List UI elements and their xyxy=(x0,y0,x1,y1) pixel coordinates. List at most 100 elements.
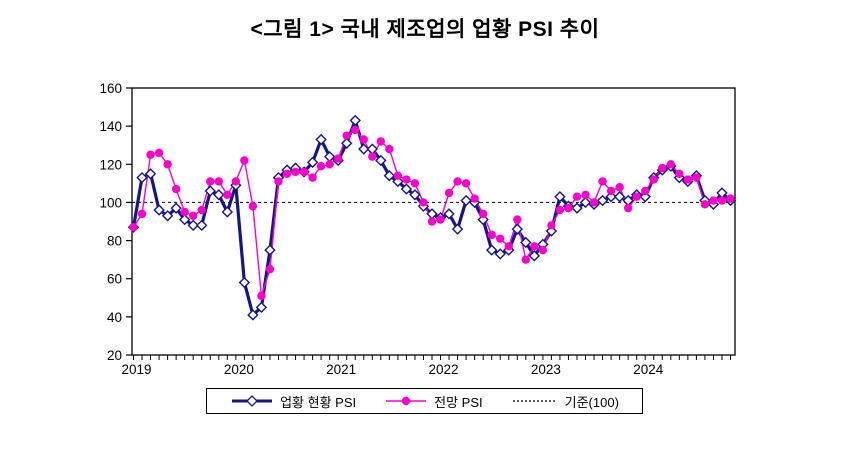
forecast-psi-point xyxy=(274,177,283,186)
forecast-psi-point xyxy=(453,177,462,186)
forecast-psi-point xyxy=(700,200,710,209)
forecast-psi-point xyxy=(137,209,147,219)
forecast-psi-point xyxy=(240,156,249,165)
forecast-psi-point xyxy=(163,160,172,169)
forecast-psi-point xyxy=(154,148,164,158)
forecast-psi-point xyxy=(333,154,343,163)
forecast-psi-point xyxy=(436,215,445,224)
current-psi-point xyxy=(358,143,370,155)
forecast-psi-point xyxy=(623,203,633,213)
legend-item-forecast-psi: 전망 PSI xyxy=(384,392,483,411)
forecast-psi-point xyxy=(257,291,266,301)
y-axis: 20 40 60 80 100 120 140 160 xyxy=(99,81,132,363)
forecast-psi-point xyxy=(231,177,241,186)
forecast-psi-point xyxy=(615,182,624,192)
current-psi-point xyxy=(605,191,617,203)
x-year-label: 2020 xyxy=(224,362,254,377)
current-psi-point xyxy=(349,114,361,127)
forecast-psi-point xyxy=(632,192,641,201)
forecast-psi-point xyxy=(393,171,403,180)
forecast-psi-point xyxy=(496,234,505,243)
forecast-psi-point xyxy=(478,209,488,219)
forecast-psi-point xyxy=(461,179,471,188)
current-psi-point xyxy=(196,219,208,232)
y-tick-label: 160 xyxy=(99,81,122,96)
forecast-psi-point xyxy=(598,177,607,186)
forecast-psi-point xyxy=(530,242,539,251)
forecast-psi-point xyxy=(129,223,138,232)
baseline-line-swatch xyxy=(512,400,557,402)
plot-border xyxy=(131,87,736,356)
legend-item-current-psi: 업황 현황 PSI xyxy=(230,392,356,411)
x-year-label: 2024 xyxy=(633,362,664,377)
y-tick-label: 60 xyxy=(107,272,122,287)
x-axis: 2019 2020 2021 2022 2023 2024 xyxy=(121,355,731,377)
forecast-psi-point xyxy=(521,255,531,264)
forecast-psi-point xyxy=(402,175,411,184)
current-psi-point xyxy=(613,191,626,203)
forecast-psi-point xyxy=(180,207,189,217)
forecast-psi-point xyxy=(470,194,479,203)
forecast-psi-point xyxy=(299,167,309,177)
forecast-psi-point xyxy=(513,215,522,224)
legend-label-current-psi: 업황 현황 PSI xyxy=(280,394,357,410)
forecast-psi-point xyxy=(564,203,573,213)
current-psi-point xyxy=(178,213,191,226)
forecast-psi-point xyxy=(376,137,386,146)
forecast-psi-point xyxy=(555,205,565,215)
forecast-psi-point xyxy=(189,211,198,220)
forecast-psi-markers xyxy=(129,125,735,301)
x-year-label: 2023 xyxy=(531,362,561,377)
forecast-psi-point xyxy=(316,161,326,171)
forecast-psi-point xyxy=(171,184,181,194)
current-psi-point xyxy=(187,219,199,232)
y-tick-label: 140 xyxy=(99,119,122,134)
current-psi-point xyxy=(306,156,319,169)
page-title: <그림 1> 국내 제조업의 업황 PSI 추이 xyxy=(250,18,600,41)
forecast-psi-point xyxy=(641,186,650,196)
forecast-psi-point xyxy=(658,163,667,173)
forecast-psi-point xyxy=(683,175,693,184)
x-year-label: 2019 xyxy=(121,362,151,377)
current-psi-point xyxy=(494,248,506,260)
forecast-psi-point xyxy=(368,152,377,161)
current-psi-point xyxy=(528,250,541,262)
forecast-psi-point xyxy=(282,169,292,179)
legend-label-baseline: 기준(100) xyxy=(564,394,619,410)
current-psi-point xyxy=(554,191,566,203)
y-tick-label: 120 xyxy=(99,157,122,172)
current-psi-point xyxy=(213,189,225,201)
forecast-psi-point xyxy=(206,177,215,186)
x-year-label: 2022 xyxy=(429,362,459,377)
current-psi-point xyxy=(264,244,276,256)
current-psi-point xyxy=(375,154,387,167)
forecast-psi-point xyxy=(427,217,437,226)
forecast-psi-point xyxy=(649,175,658,184)
current-psi-point xyxy=(255,301,268,314)
current-psi-point xyxy=(161,210,174,222)
forecast-psi-point xyxy=(666,160,675,169)
forecast-psi-point xyxy=(572,192,582,201)
current-psi-point xyxy=(341,137,353,149)
y-tick-label: 40 xyxy=(107,310,122,325)
forecast-psi-point xyxy=(265,264,275,274)
current-psi-point xyxy=(579,196,592,209)
forecast-psi-point xyxy=(589,198,599,207)
current-psi-point xyxy=(221,206,234,218)
current-psi-point xyxy=(315,133,327,146)
legend-label-forecast-psi: 전망 PSI xyxy=(434,394,483,410)
x-year-label: 2021 xyxy=(326,362,356,377)
current-psi-point xyxy=(486,244,498,256)
forecast-psi-point xyxy=(197,205,206,215)
forecast-psi-point xyxy=(351,125,360,135)
forecast-psi-point xyxy=(291,167,300,177)
y-tick-label: 80 xyxy=(107,234,122,249)
forecast-psi-point xyxy=(214,177,223,186)
current-psi-point xyxy=(460,194,472,207)
legend-item-baseline: 기준(100) xyxy=(511,392,619,411)
forecast-psi-point xyxy=(325,160,334,169)
current-psi-point xyxy=(571,202,583,214)
forecast-psi-point xyxy=(675,169,684,179)
